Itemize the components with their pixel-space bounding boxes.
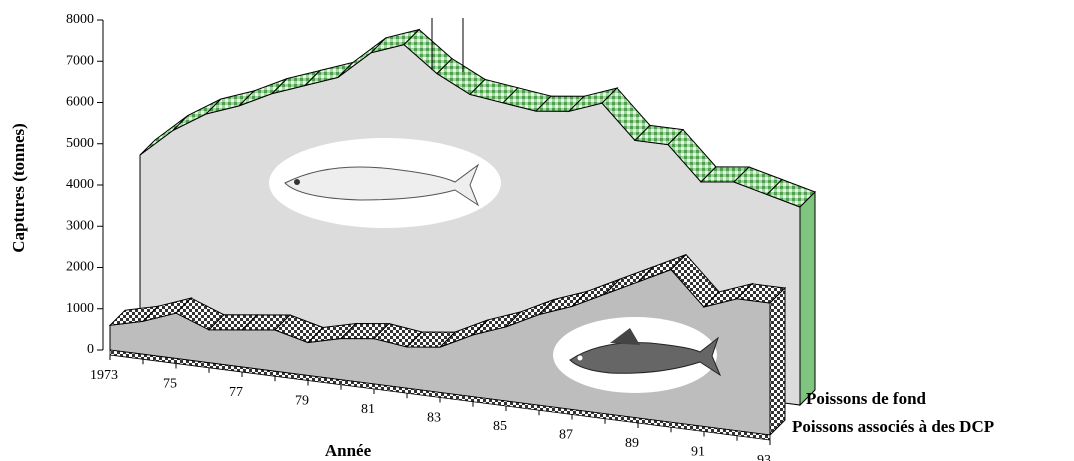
y-tick-label: 2000: [66, 260, 94, 275]
x-tick-label: 83: [427, 411, 441, 426]
x-tick-label: 89: [625, 436, 639, 451]
y-tick-label: 4000: [66, 177, 94, 192]
x-tick-label: 75: [163, 377, 177, 392]
y-axis-title: Captures (tonnes): [9, 123, 28, 253]
x-tick-label: 93: [757, 453, 771, 461]
y-tick-label: 0: [87, 342, 94, 357]
x-tick-label: 85: [493, 419, 507, 434]
x-tick-label: 81: [361, 402, 375, 417]
y-tick-label: 6000: [66, 95, 94, 110]
x-tick-label: 1973: [90, 368, 118, 383]
area-side: [800, 192, 815, 405]
y-tick-label: 3000: [66, 218, 94, 233]
x-axis-title: Année: [325, 441, 372, 460]
y-tick-label: 1000: [66, 301, 94, 316]
fish-eye: [294, 179, 300, 185]
y-tick-label: 5000: [66, 136, 94, 151]
chart: 0 1000 2000 3000 4000 5000 6000 7000 8000 Captur…: [0, 0, 1074, 461]
y-tick-label: 7000: [66, 53, 94, 68]
x-tick-label: 79: [295, 394, 309, 409]
x-tick-label: 77: [229, 385, 243, 400]
y-tick-label: 8000: [66, 12, 94, 27]
legend-label: Poissons associés à des DCP: [792, 417, 994, 436]
legend-label: Poissons de fond: [806, 389, 927, 408]
x-tick-label: 87: [559, 428, 573, 443]
x-tick-label: 91: [691, 445, 705, 460]
area-side: [770, 288, 785, 435]
fish-eye: [578, 356, 583, 361]
